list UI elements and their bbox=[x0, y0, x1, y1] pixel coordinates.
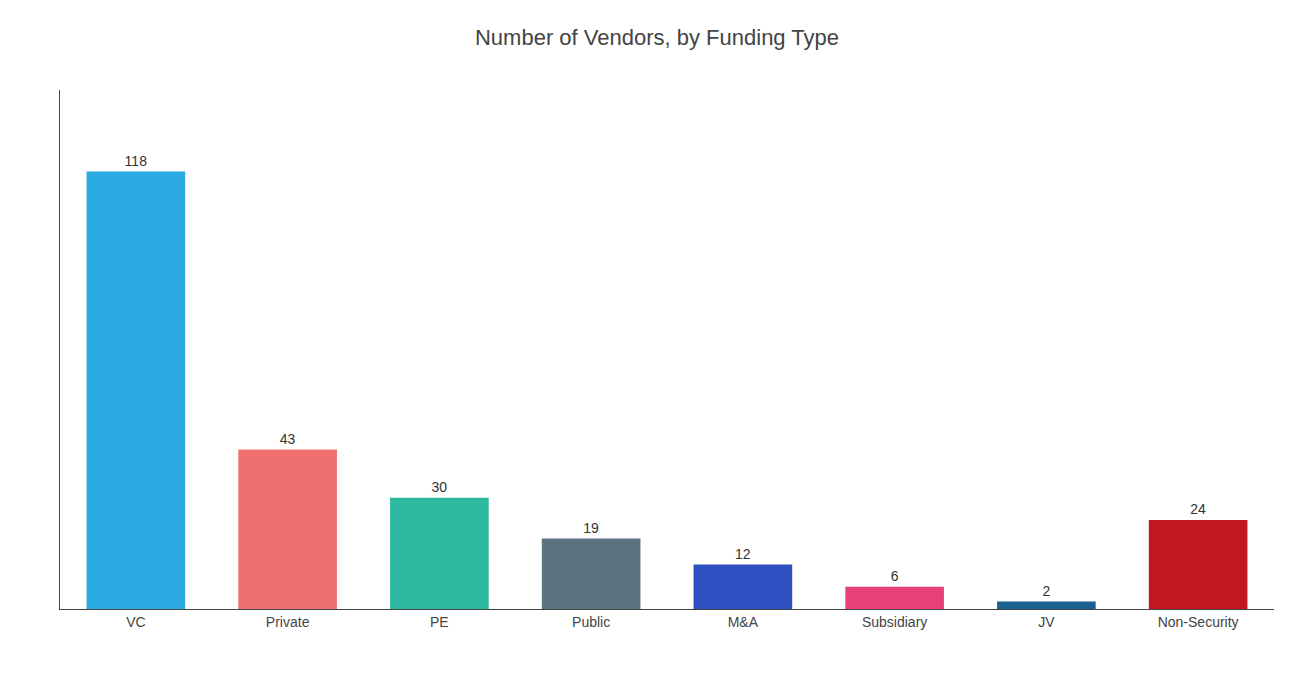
svg-text:PE: PE bbox=[430, 614, 449, 630]
svg-text:118: 118 bbox=[125, 153, 148, 169]
svg-text:12: 12 bbox=[735, 546, 751, 562]
svg-text:Non-Security: Non-Security bbox=[1158, 614, 1239, 630]
svg-text:Public: Public bbox=[572, 614, 610, 630]
svg-text:Subsidiary: Subsidiary bbox=[862, 614, 927, 630]
svg-text:30: 30 bbox=[431, 479, 447, 495]
svg-text:19: 19 bbox=[583, 520, 599, 536]
svg-text:M&A: M&A bbox=[728, 614, 759, 630]
svg-text:JV: JV bbox=[1038, 614, 1055, 630]
svg-text:2: 2 bbox=[1042, 583, 1050, 599]
svg-text:Private: Private bbox=[266, 614, 310, 630]
svg-text:43: 43 bbox=[280, 431, 296, 447]
svg-text:6: 6 bbox=[891, 568, 899, 584]
svg-text:24: 24 bbox=[1190, 501, 1206, 517]
svg-text:Number of Vendors, by Funding: Number of Vendors, by Funding Type bbox=[475, 25, 839, 50]
svg-text:VC: VC bbox=[126, 614, 145, 630]
